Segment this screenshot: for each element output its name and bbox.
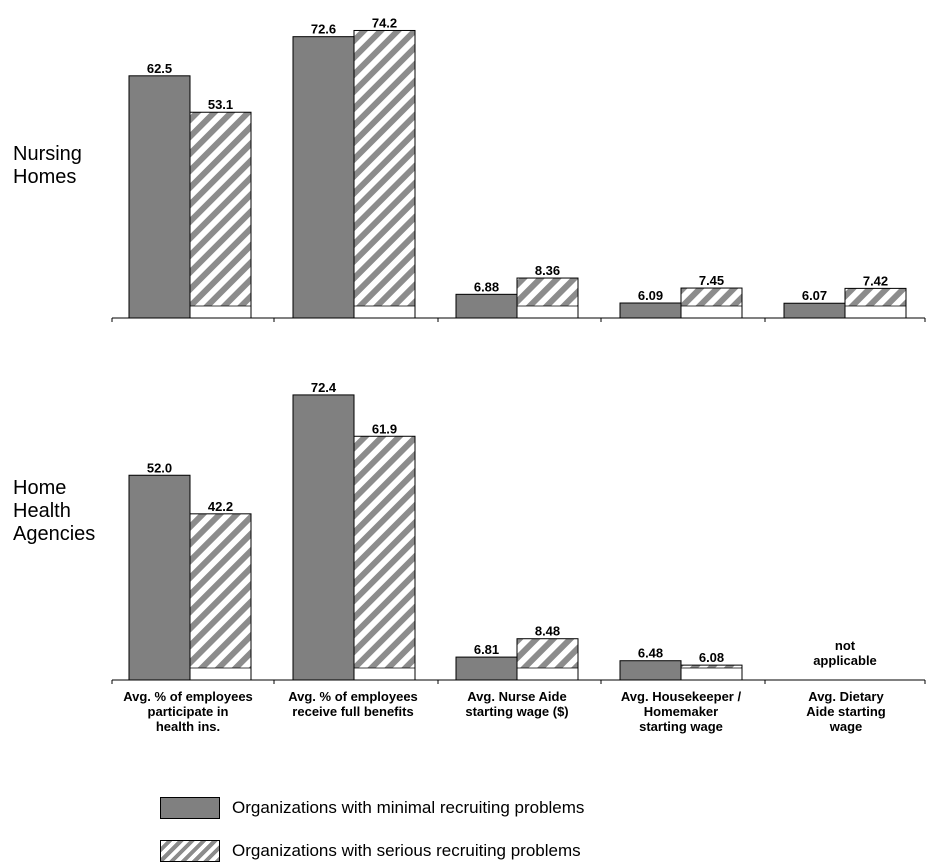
legend-swatch-minimal: [160, 797, 220, 819]
data-label-serious: 53.1: [208, 97, 233, 112]
bar-serious: [189, 111, 252, 319]
category-label-housekeeper: Avg. Housekeeper / Homemaker starting wa…: [620, 689, 742, 734]
data-label-serious: 61.9: [372, 421, 397, 436]
bar-serious-base: [354, 306, 415, 318]
category-label-dietary-aide: Avg. Dietary Aide starting wage: [806, 689, 886, 734]
bar-serious-base: [517, 668, 578, 680]
data-label-minimal: 6.88: [474, 279, 499, 294]
home-health-panel: 52.0 72.4 6.81 6.48 42.2 61.9 8.48 6.08 notappli…: [111, 380, 926, 684]
legend-label-serious: Organizations with serious recruiting pr…: [232, 841, 581, 860]
bar-serious-base: [190, 306, 251, 318]
data-label-serious: 42.2: [208, 499, 233, 514]
legend-item-minimal: Organizations with minimal recruiting pr…: [160, 797, 860, 823]
data-label-serious: 74.2: [372, 15, 397, 30]
legend-item-serious: Organizations with serious recruiting pr…: [160, 840, 860, 866]
data-label-serious: 7.45: [699, 273, 724, 288]
not-applicable-annotation: applicable: [813, 653, 877, 668]
category-label-full-benefits: Avg. % of employees receive full benefit…: [288, 689, 418, 719]
bar-minimal: [455, 656, 518, 681]
bar-serious-base: [681, 668, 742, 680]
bar-minimal: [128, 474, 191, 681]
category-label-nurse-aide: Avg. Nurse Aide starting wage ($): [465, 689, 569, 719]
bar-minimal: [292, 36, 355, 319]
bar-serious: [353, 435, 416, 681]
row-label-nursing-homes: Nursing Homes: [13, 143, 82, 188]
data-label-minimal: 72.6: [311, 22, 336, 37]
data-label-minimal: 6.07: [802, 288, 827, 303]
data-label-serious: 6.08: [699, 650, 724, 665]
legend-label-minimal: Organizations with minimal recruiting pr…: [232, 798, 585, 817]
bar-serious-base: [845, 306, 906, 318]
bar-minimal: [128, 75, 191, 319]
bar-serious-base: [681, 306, 742, 318]
data-label-minimal: 62.5: [147, 61, 172, 76]
bar-serious: [353, 29, 416, 319]
row-label-home-health: Home Health Agencies: [13, 477, 96, 545]
bar-minimal: [783, 302, 846, 319]
bar-minimal: [292, 394, 355, 681]
bar-minimal: [619, 302, 682, 319]
data-label-minimal: 72.4: [311, 380, 337, 395]
category-label-health-ins: Avg. % of employees participate in healt…: [123, 689, 253, 734]
bar-minimal: [455, 293, 518, 319]
bar-serious-base: [190, 668, 251, 680]
bar-minimal: [619, 660, 682, 681]
data-label-minimal: 6.09: [638, 288, 663, 303]
bar-serious: [189, 513, 252, 681]
nursing-homes-panel: 62.5 72.6 6.88 6.09 6.07 53.1 74.2 8.36 7.45 7.42: [111, 15, 926, 322]
data-label-serious: 7.42: [863, 273, 888, 288]
data-label-serious: 8.36: [535, 263, 560, 278]
data-label-minimal: 6.81: [474, 642, 499, 657]
data-label-serious: 8.48: [535, 624, 560, 639]
not-applicable-annotation: not: [835, 638, 856, 653]
bar-serious-base: [517, 306, 578, 318]
data-label-minimal: 6.48: [638, 646, 663, 661]
legend-swatch-serious: [160, 840, 220, 862]
data-label-minimal: 52.0: [147, 460, 172, 475]
bar-serious-base: [354, 668, 415, 680]
